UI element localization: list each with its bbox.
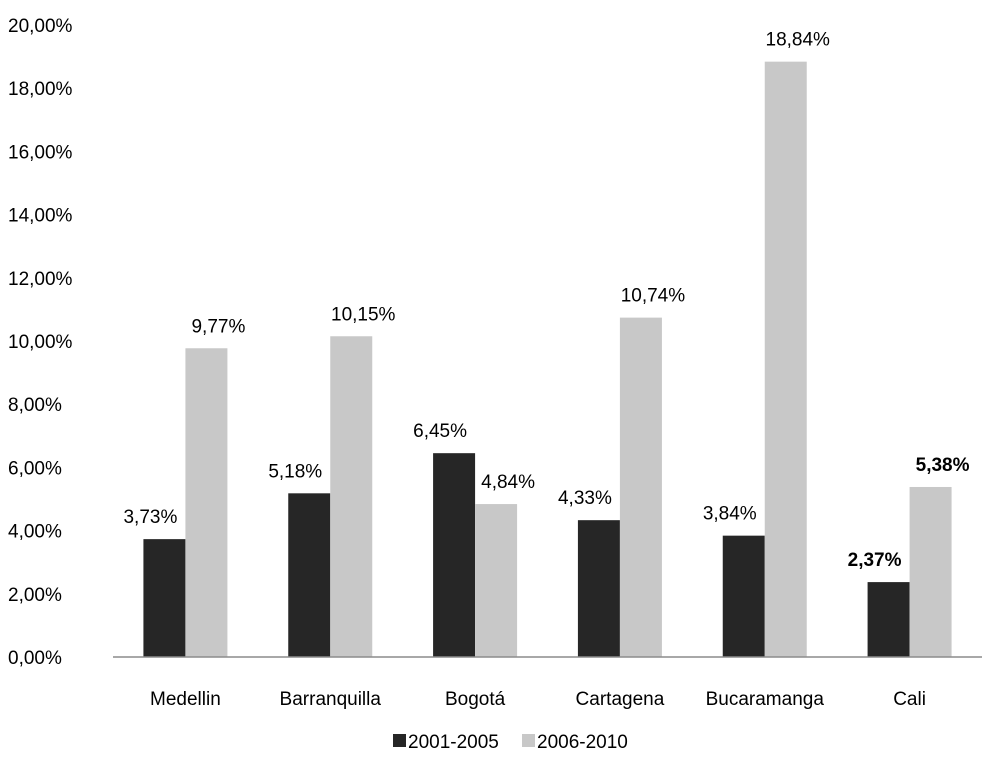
bar-2006-2010-Barranquilla (330, 336, 373, 657)
bar-2006-2010-Bogotá (475, 504, 518, 657)
bar-2001-2005-Bogotá (433, 453, 476, 657)
data-label: 2,37% (848, 550, 902, 571)
y-tick-label: 10,00% (8, 332, 73, 353)
bar-2001-2005-Bucaramanga (722, 535, 765, 657)
y-tick-label: 0,00% (8, 648, 62, 669)
x-tick-label: Medellin (150, 689, 221, 710)
data-label: 3,84% (703, 504, 757, 525)
data-label: 18,84% (766, 30, 831, 51)
data-label: 4,33% (558, 488, 612, 509)
legend-swatch (393, 734, 406, 747)
data-labels: 3,73% 5,18% 6,45% 4,33% 3,84% 2,37% 9,77% 10,15… (123, 30, 969, 571)
data-label: 6,45% (413, 421, 467, 442)
x-tick-label: Cartagena (576, 689, 665, 710)
x-tick-label: Cali (893, 689, 926, 710)
data-label: 3,73% (123, 507, 177, 528)
bars (143, 61, 952, 657)
y-tick-label: 2,00% (8, 585, 62, 606)
data-label: 10,15% (331, 304, 396, 325)
data-label: 9,77% (191, 316, 245, 337)
data-label: 4,84% (481, 472, 535, 493)
y-tick-label: 8,00% (8, 395, 62, 416)
y-tick-label: 12,00% (8, 269, 73, 290)
bar-2001-2005-Cartagena (577, 520, 620, 657)
x-tick-label: Bucaramanga (706, 689, 825, 710)
data-label: 5,18% (268, 461, 322, 482)
y-tick-label: 20,00% (8, 16, 73, 37)
bar-2006-2010-Bucaramanga (764, 61, 807, 657)
bar-2006-2010-Medellin (185, 348, 228, 657)
bar-2001-2005-Medellin (143, 539, 186, 657)
bar-2006-2010-Cartagena (619, 317, 662, 657)
bar-2006-2010-Cali (909, 486, 952, 657)
y-tick-label: 16,00% (8, 142, 73, 163)
legend: 2001-2005 2006-2010 (393, 732, 628, 753)
y-axis: 0,00% 2,00% 4,00% 6,00% 8,00% 10,00% 12,00% 14,… (8, 16, 73, 669)
bar-2001-2005-Barranquilla (288, 493, 331, 657)
y-tick-label: 18,00% (8, 79, 73, 100)
y-tick-label: 4,00% (8, 522, 62, 543)
legend-swatch (522, 734, 535, 747)
data-label: 10,74% (621, 286, 686, 307)
legend-label: 2001-2005 (408, 732, 499, 753)
x-tick-label: Barranquilla (280, 689, 382, 710)
y-tick-label: 6,00% (8, 458, 62, 479)
bar-2001-2005-Cali (867, 582, 910, 657)
data-label: 5,38% (916, 455, 970, 476)
x-axis: Medellin Barranquilla Bogotá Cartagena Bucar… (150, 689, 926, 710)
y-tick-label: 14,00% (8, 206, 73, 227)
x-tick-label: Bogotá (445, 689, 506, 710)
legend-label: 2006-2010 (537, 732, 628, 753)
